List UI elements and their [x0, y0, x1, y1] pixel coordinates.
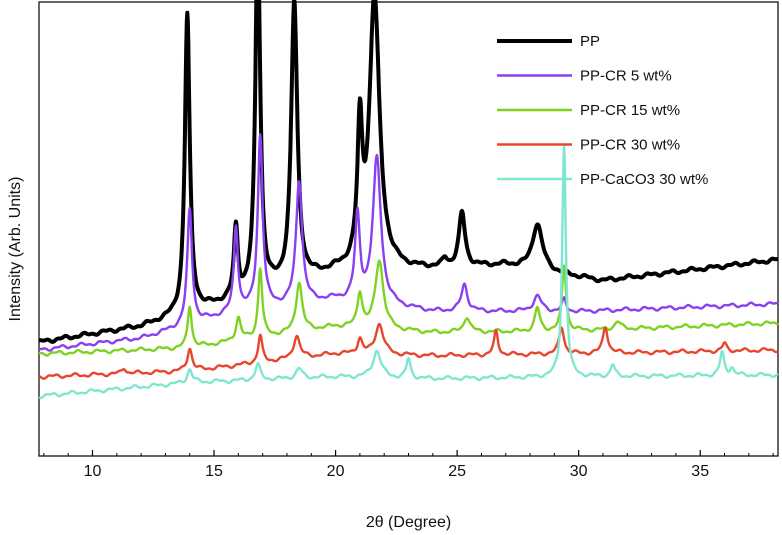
y-axis-title: Intensity (Arb. Units) [7, 177, 24, 322]
x-tick-label: 15 [205, 463, 223, 480]
x-tick-label: 10 [84, 463, 102, 480]
series-layer [37, 0, 780, 400]
series-line-3 [38, 259, 779, 357]
x-tick-label: 20 [327, 463, 345, 480]
legend-label-2: PP-CR 5 wt% [580, 68, 672, 85]
legend-label-5: PP-CaCO3 30 wt% [580, 171, 708, 188]
series-line-2 [38, 133, 779, 352]
x-tick-label: 25 [448, 463, 466, 480]
series-line-5 [38, 145, 779, 400]
series-line-4 [38, 322, 779, 380]
legend-label-4: PP-CR 30 wt% [580, 137, 680, 154]
legend-label-1: PP [580, 33, 600, 50]
x-tick-label: 35 [691, 463, 709, 480]
x-axis-title: 2θ (Degree) [366, 514, 451, 531]
series-line-1 [37, 0, 780, 344]
legend-label-3: PP-CR 15 wt% [580, 102, 680, 119]
x-tick-label: 30 [570, 463, 588, 480]
x-axis-ticks: 10 15 20 25 30 35 [43, 450, 774, 480]
legend: PP PP-CR 5 wt% PP-CR 15 wt% PP-CR 30 wt% PP-… [497, 33, 708, 188]
